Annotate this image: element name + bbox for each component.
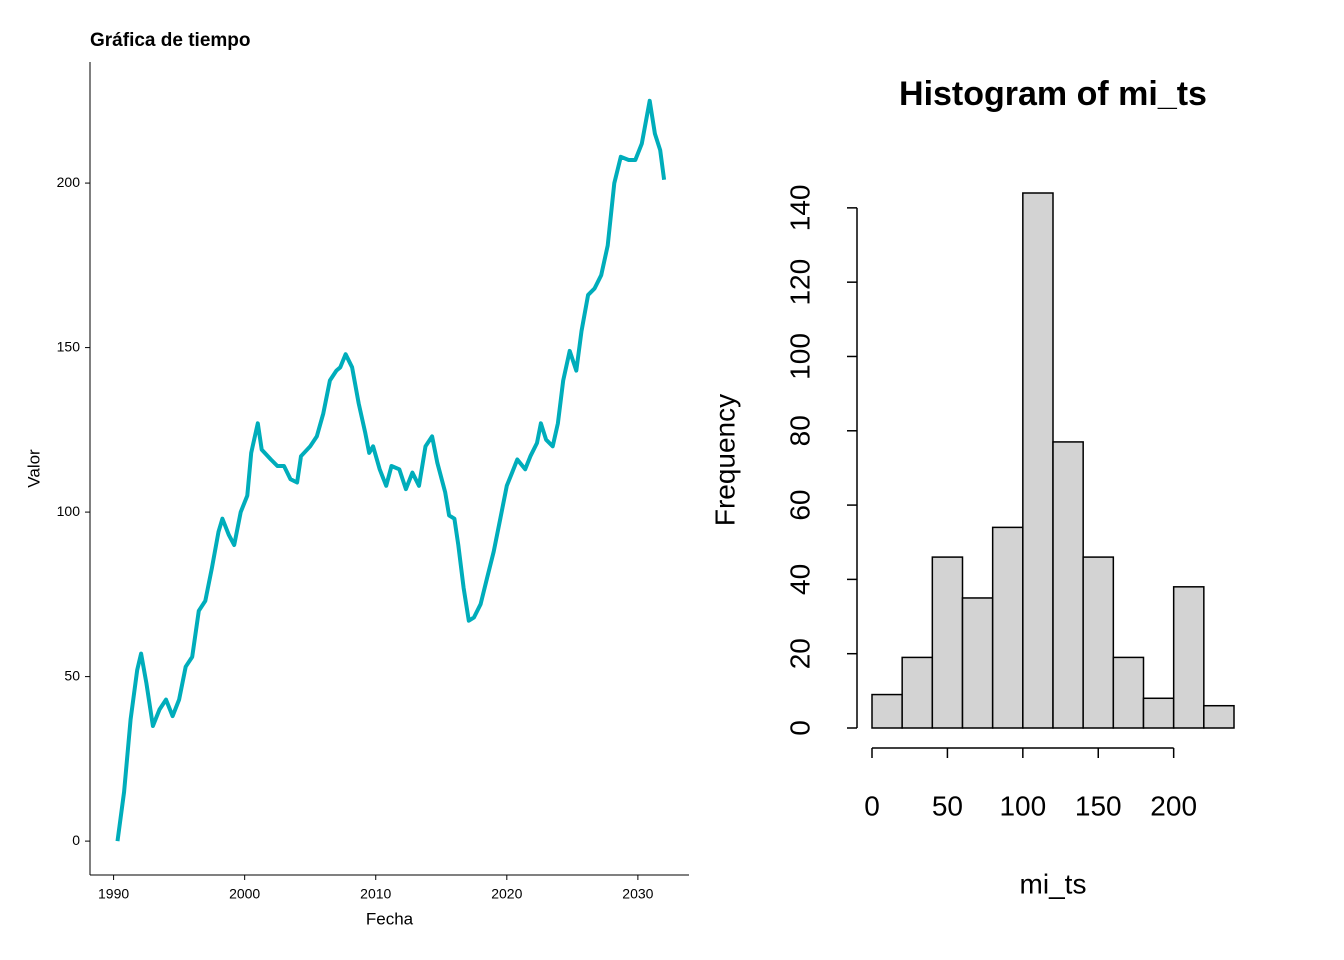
y-tick-label: 120 [784,259,815,306]
y-tick-label: 50 [64,667,80,683]
y-tick-label: 0 [784,720,815,736]
bar [1052,441,1084,729]
x-tick-label: 2020 [491,886,522,902]
y-tick-label: 40 [784,564,815,595]
x-tick-label: 150 [1075,790,1122,821]
bar [931,556,964,729]
x-axis-label: Fecha [366,909,414,928]
x-tick-label: 2030 [622,886,653,902]
bar [1022,192,1054,729]
y-tick-label: 100 [784,333,815,380]
chart-title: Histogram of mi_ts [899,75,1207,113]
bar [1203,704,1235,729]
x-tick-label: 200 [1150,790,1197,821]
bar [901,656,934,729]
bar [871,693,903,729]
data-line [115,98,667,842]
bar [1172,586,1205,729]
x-tick-label: 1990 [98,886,129,902]
x-tick-label: 2010 [360,886,391,902]
bar [961,597,994,729]
x-tick-label: 2000 [229,886,260,902]
x-tick-label: 50 [932,790,963,821]
y-axis-label: Frequency [709,394,740,526]
x-tick-label: 0 [864,790,880,821]
bar [991,526,1024,729]
y-tick-label: 140 [784,185,815,232]
x-axis-label: mi_ts [1020,868,1087,899]
y-tick-label: 0 [72,832,80,848]
y-tick-label: 100 [57,503,81,519]
chart-title: Gráfica de tiempo [90,30,251,51]
y-tick-label: 60 [784,490,815,521]
y-tick-label: 150 [57,338,81,354]
bar [1142,697,1175,729]
x-tick-label: 100 [999,790,1046,821]
bar [1112,656,1145,729]
bar [1082,556,1115,729]
y-axis-label: Valor [24,449,43,488]
y-tick-label: 20 [784,638,815,669]
y-tick-label: 200 [57,174,81,190]
y-tick-label: 80 [784,415,815,446]
